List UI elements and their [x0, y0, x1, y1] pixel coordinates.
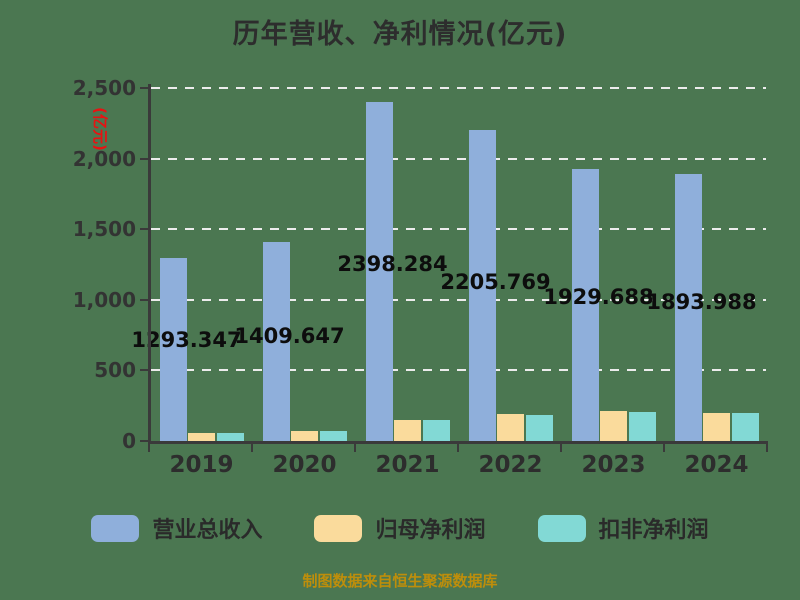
- y-tick-label-2500: 2,500: [72, 76, 136, 100]
- legend-label-扣非净利润: 扣非净利润: [598, 518, 709, 543]
- legend-label-归母净利润: 归母净利润: [375, 518, 486, 543]
- value-label-2024: 1893.988: [646, 290, 757, 314]
- x-tick-label-2021: 2021: [375, 452, 440, 478]
- chart-legend: 营业总收入 归母净利润 扣非净利润: [0, 512, 800, 544]
- value-label-2021: 2398.284: [337, 252, 448, 276]
- bar-扣非净利润-2024: [731, 413, 759, 441]
- x-tick-label-2023: 2023: [581, 452, 646, 478]
- x-tick-label-2024: 2024: [684, 452, 749, 478]
- y-tick-2500: [140, 87, 148, 89]
- y-tick-500: [140, 369, 148, 372]
- legend-item-扣非净利润: 扣非净利润: [537, 512, 709, 544]
- x-tick-notch: [766, 443, 768, 452]
- bar-扣非净利润-2022: [525, 414, 553, 441]
- bar-扣非净利润-2023: [628, 412, 656, 441]
- legend-item-营业总收入: 营业总收入: [91, 512, 262, 544]
- bar-归母净利润-2020: [290, 430, 318, 441]
- gridline-2500: [151, 87, 766, 89]
- gridline-1000: [151, 298, 766, 301]
- gridline-500: [151, 369, 766, 372]
- bar-归母净利润-2024: [702, 412, 730, 441]
- x-tick-notch: [148, 443, 150, 452]
- bar-归母净利润-2023: [599, 411, 627, 441]
- y-tick-2000: [140, 157, 148, 160]
- y-tick-1000: [140, 298, 148, 301]
- chart-title: 历年营收、净利情况(亿元): [232, 19, 568, 50]
- bar-营业总收入-2024: [674, 173, 702, 441]
- x-tick-notch: [354, 443, 356, 452]
- bar-扣非净利润-2020: [319, 431, 347, 441]
- bar-营业总收入-2021: [365, 102, 393, 441]
- x-tick-notch: [457, 443, 459, 452]
- bar-扣非净利润-2021: [422, 420, 450, 441]
- x-tick-notch: [560, 443, 562, 452]
- legend-item-归母净利润: 归母净利润: [314, 512, 486, 544]
- y-tick-label-500: 500: [94, 358, 136, 383]
- y-tick-label-0: 0: [122, 429, 136, 453]
- bar-营业总收入-2023: [571, 168, 599, 441]
- y-tick-0: [140, 440, 148, 442]
- legend-swatch-营业总收入: [91, 514, 140, 542]
- legend-swatch-扣非净利润: [537, 514, 586, 542]
- legend-swatch-归母净利润: [314, 514, 363, 542]
- legend-label-营业总收入: 营业总收入: [152, 518, 263, 543]
- bar-营业总收入-2020: [262, 241, 290, 441]
- y-tick-label-1000: 1,000: [72, 287, 136, 312]
- y-tick-label-1500: 1,500: [72, 217, 136, 242]
- bar-归母净利润-2022: [496, 414, 524, 441]
- gridline-2000: [151, 157, 766, 160]
- x-tick-notch: [663, 443, 665, 452]
- value-label-2020: 1409.647: [234, 324, 345, 348]
- value-label-2023: 1929.688: [543, 285, 654, 309]
- x-axis-line: [148, 441, 768, 444]
- x-tick-label-2020: 2020: [272, 452, 337, 478]
- bar-营业总收入-2022: [468, 129, 496, 441]
- gridline-1500: [151, 228, 766, 231]
- x-tick-label-2022: 2022: [478, 452, 543, 478]
- bar-归母净利润-2019: [187, 432, 215, 441]
- bar-扣非净利润-2019: [216, 433, 244, 441]
- value-label-2022: 2205.769: [440, 270, 551, 294]
- y-tick-1500: [140, 228, 148, 231]
- x-tick-notch: [251, 443, 253, 452]
- source-note: 制图数据来自恒生聚源数据库: [302, 572, 498, 590]
- bar-营业总收入-2019: [159, 258, 187, 441]
- bar-归母净利润-2021: [393, 419, 421, 441]
- y-axis-line: [148, 84, 151, 444]
- y-tick-label-2000: 2,000: [72, 146, 136, 171]
- x-tick-label-2019: 2019: [169, 452, 234, 478]
